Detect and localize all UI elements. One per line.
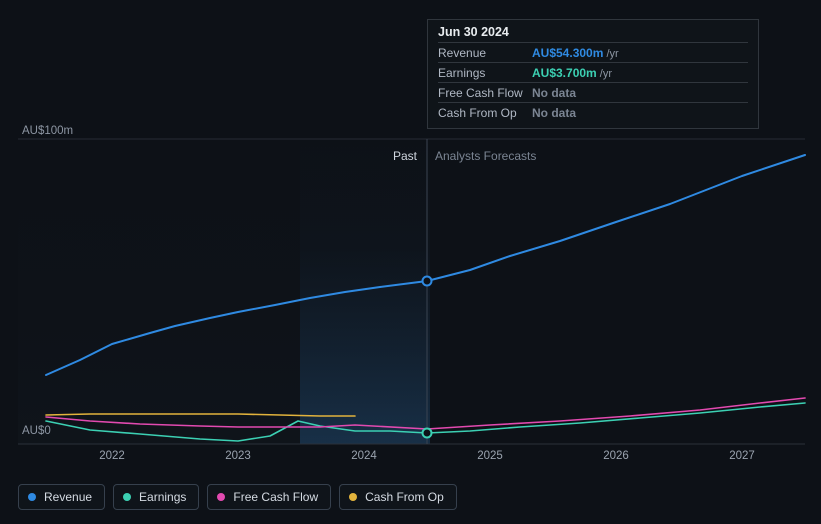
legend-label: Cash From Op xyxy=(365,490,444,504)
tooltip-row-label: Cash From Op xyxy=(438,103,532,123)
chart-tooltip: Jun 30 2024 RevenueAU$54.300m /yrEarning… xyxy=(427,19,759,129)
legend-item[interactable]: Free Cash Flow xyxy=(207,484,331,510)
forecast-chart: AU$100m AU$0 Past Analysts Forecasts 2022… xyxy=(0,0,821,524)
tooltip-row: Free Cash FlowNo data xyxy=(438,83,748,103)
legend-item[interactable]: Cash From Op xyxy=(339,484,457,510)
marker-revenue xyxy=(423,277,432,286)
legend-item[interactable]: Revenue xyxy=(18,484,105,510)
y-axis-label: AU$100m xyxy=(22,125,73,137)
tooltip-row-label: Free Cash Flow xyxy=(438,83,532,103)
legend-item[interactable]: Earnings xyxy=(113,484,199,510)
tooltip-title: Jun 30 2024 xyxy=(438,25,748,42)
tooltip-row-value: No data xyxy=(532,83,748,103)
legend-dot-icon xyxy=(349,493,357,501)
x-axis-label: 2027 xyxy=(729,450,755,462)
x-axis-label: 2025 xyxy=(477,450,503,462)
marker-earnings xyxy=(423,429,432,438)
tooltip-row: RevenueAU$54.300m /yr xyxy=(438,43,748,63)
legend-dot-icon xyxy=(217,493,225,501)
tooltip-row-value: AU$54.300m /yr xyxy=(532,43,748,63)
x-axis-label: 2023 xyxy=(225,450,251,462)
tooltip-row-label: Earnings xyxy=(438,63,532,83)
x-axis-label: 2026 xyxy=(603,450,629,462)
tooltip-row-value: AU$3.700m /yr xyxy=(532,63,748,83)
past-region-label: Past xyxy=(367,149,417,163)
tooltip-row-value: No data xyxy=(532,103,748,123)
tooltip-row-label: Revenue xyxy=(438,43,532,63)
legend-label: Free Cash Flow xyxy=(233,490,318,504)
tooltip-row: EarningsAU$3.700m /yr xyxy=(438,63,748,83)
x-axis-label: 2022 xyxy=(99,450,125,462)
legend-label: Revenue xyxy=(44,490,92,504)
forecast-region-label: Analysts Forecasts xyxy=(435,149,536,163)
x-axis-label: 2024 xyxy=(351,450,377,462)
chart-legend: Revenue Earnings Free Cash Flow Cash From O… xyxy=(18,484,457,510)
legend-label: Earnings xyxy=(139,490,186,504)
legend-dot-icon xyxy=(123,493,131,501)
tooltip-row: Cash From OpNo data xyxy=(438,103,748,123)
legend-dot-icon xyxy=(28,493,36,501)
y-axis-label: AU$0 xyxy=(22,425,51,437)
